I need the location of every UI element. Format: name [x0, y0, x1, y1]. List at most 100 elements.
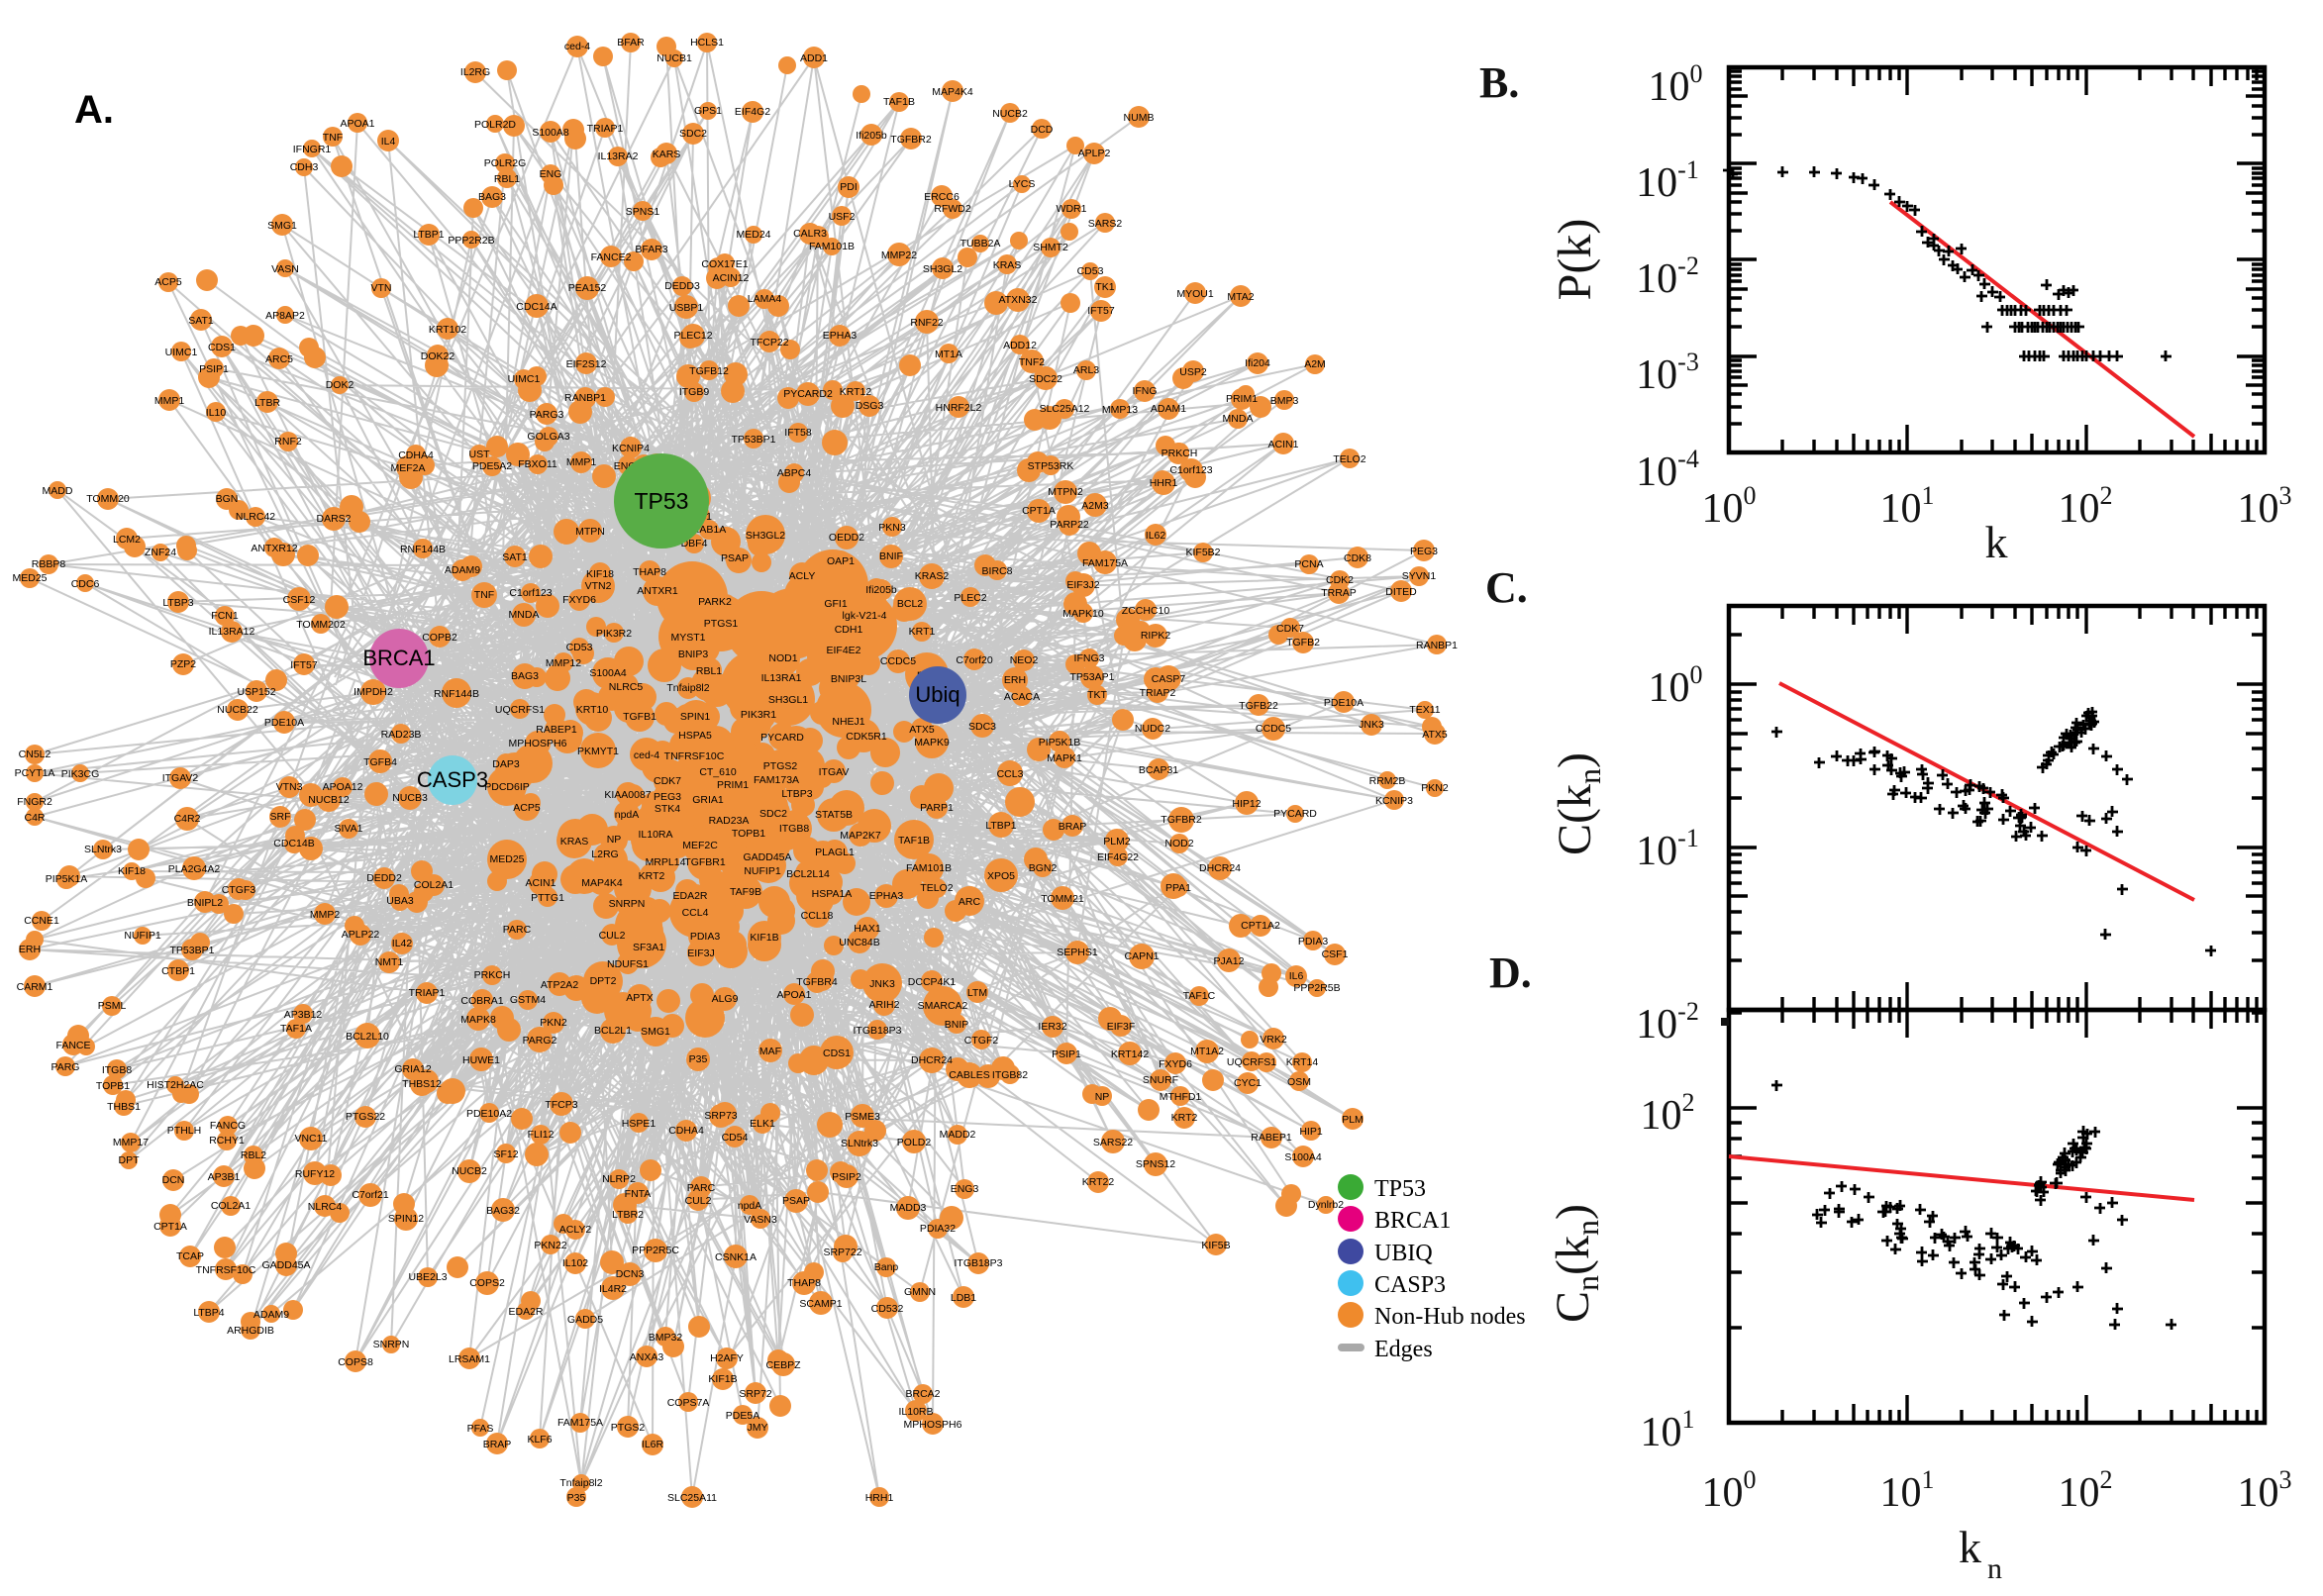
- svg-text:NDUFS1: NDUFS1: [607, 958, 649, 970]
- svg-text:C4R2: C4R2: [174, 813, 201, 825]
- svg-text:L2RG: L2RG: [591, 848, 618, 860]
- svg-text:ERCC6: ERCC6: [924, 191, 960, 203]
- svg-text:CDC6: CDC6: [71, 578, 100, 590]
- svg-text:BCL2L10: BCL2L10: [346, 1031, 389, 1043]
- svg-text:BAG3: BAG3: [478, 191, 506, 203]
- svg-text:NLRC5: NLRC5: [609, 681, 644, 693]
- svg-text:NUMB: NUMB: [1124, 112, 1155, 124]
- svg-text:WDR1: WDR1: [1057, 203, 1087, 215]
- svg-text:PKN22: PKN22: [534, 1240, 566, 1251]
- svg-text:SRP72: SRP72: [739, 1388, 771, 1400]
- svg-text:CD54: CD54: [722, 1132, 749, 1144]
- svg-text:JNK3: JNK3: [1359, 719, 1384, 731]
- svg-text:CYC1: CYC1: [1234, 1077, 1262, 1089]
- svg-text:APTX: APTX: [626, 992, 653, 1004]
- svg-text:DHCR24: DHCR24: [911, 1054, 953, 1066]
- svg-text:CCL3: CCL3: [997, 768, 1024, 780]
- svg-text:MAP4K4: MAP4K4: [581, 877, 623, 889]
- svg-text:BIRC8: BIRC8: [982, 565, 1013, 577]
- svg-text:EIF3F: EIF3F: [1107, 1021, 1136, 1033]
- svg-text:PYCARD2: PYCARD2: [783, 388, 833, 400]
- svg-text:PKN3: PKN3: [878, 522, 906, 534]
- svg-text:BGN2: BGN2: [1029, 862, 1058, 874]
- svg-text:PSAP: PSAP: [782, 1195, 810, 1207]
- svg-text:CCL4: CCL4: [682, 907, 709, 919]
- svg-text:ABPC4: ABPC4: [777, 467, 812, 479]
- svg-text:NP: NP: [607, 834, 622, 846]
- svg-text:C.: C.: [1485, 563, 1528, 612]
- svg-text:CSF1: CSF1: [1322, 948, 1349, 960]
- svg-text:DHCR24: DHCR24: [1199, 862, 1241, 874]
- svg-text:SYVN1: SYVN1: [1402, 570, 1437, 582]
- svg-text:PTTG1: PTTG1: [531, 892, 564, 904]
- svg-text:PYCARD: PYCARD: [1273, 808, 1317, 820]
- svg-text:ACIN1: ACIN1: [526, 877, 556, 889]
- svg-text:PDIA3: PDIA3: [690, 931, 721, 943]
- svg-text:MMP12: MMP12: [546, 657, 581, 669]
- svg-text:USP2: USP2: [1179, 366, 1207, 378]
- svg-text:COPS2: COPS2: [469, 1277, 505, 1289]
- svg-text:EIF3J2: EIF3J2: [1066, 579, 1099, 591]
- svg-text:npdA: npdA: [615, 809, 640, 821]
- svg-text:MT1A: MT1A: [935, 349, 962, 360]
- svg-text:DITED: DITED: [1385, 586, 1417, 598]
- svg-text:lgk-V21-4: lgk-V21-4: [843, 610, 887, 622]
- svg-text:USP152: USP152: [237, 686, 275, 698]
- svg-text:TGFBR2: TGFBR2: [890, 134, 932, 146]
- svg-text:TGFB1: TGFB1: [623, 711, 656, 723]
- svg-text:FNTA: FNTA: [625, 1188, 652, 1200]
- svg-text:CDK7: CDK7: [654, 775, 681, 787]
- svg-text:SH3GL1: SH3GL1: [768, 694, 808, 706]
- svg-text:k: k: [1985, 517, 2008, 567]
- svg-text:TOPB1: TOPB1: [96, 1080, 130, 1092]
- svg-text:LCM2: LCM2: [113, 534, 141, 546]
- svg-text:TFCP3: TFCP3: [545, 1099, 577, 1111]
- svg-text:KLF6: KLF6: [527, 1434, 552, 1446]
- svg-text:NOD2: NOD2: [1164, 838, 1193, 849]
- svg-text:Ifi204: Ifi204: [1245, 357, 1270, 369]
- svg-text:CCL18: CCL18: [801, 910, 834, 922]
- svg-text:LTBP1: LTBP1: [413, 229, 444, 241]
- svg-text:EIF4E2: EIF4E2: [826, 645, 860, 656]
- svg-text:SLC25A12: SLC25A12: [1040, 403, 1090, 415]
- svg-text:CPT1A: CPT1A: [153, 1221, 187, 1233]
- svg-text:SH3GL2: SH3GL2: [923, 263, 962, 275]
- svg-text:HIST2H2AC: HIST2H2AC: [147, 1079, 204, 1091]
- svg-text:KRT2: KRT2: [1171, 1112, 1198, 1124]
- svg-text:TP53BP1: TP53BP1: [732, 434, 776, 446]
- svg-text:ZNF24: ZNF24: [145, 547, 176, 558]
- svg-text:RNF22: RNF22: [910, 317, 943, 329]
- svg-text:ced-4: ced-4: [564, 41, 590, 52]
- svg-text:MED25: MED25: [489, 853, 524, 865]
- svg-text:TNFRSF10C: TNFRSF10C: [196, 1264, 256, 1276]
- svg-text:CAPN1: CAPN1: [1124, 950, 1159, 962]
- svg-text:PPP2R2B: PPP2R2B: [448, 235, 494, 247]
- svg-text:COBRA1: COBRA1: [460, 995, 503, 1007]
- svg-text:SPIN12: SPIN12: [388, 1213, 424, 1225]
- svg-text:CDK7: CDK7: [1276, 623, 1304, 635]
- svg-text:HNRF2L2: HNRF2L2: [936, 402, 982, 414]
- svg-text:C4R: C4R: [24, 812, 45, 824]
- svg-text:MEF2A: MEF2A: [390, 462, 425, 474]
- svg-text:PLM: PLM: [1342, 1114, 1364, 1126]
- svg-text:PARC: PARC: [503, 924, 532, 936]
- svg-text:AP3B12: AP3B12: [284, 1009, 323, 1021]
- svg-text:FNGR2: FNGR2: [17, 796, 52, 808]
- svg-text:SCAMP1: SCAMP1: [799, 1298, 842, 1310]
- svg-text:FAM101B: FAM101B: [809, 241, 855, 252]
- svg-text:TNF: TNF: [474, 589, 494, 601]
- svg-text:ITGAV2: ITGAV2: [162, 772, 199, 784]
- svg-text:CTGF3: CTGF3: [222, 884, 256, 896]
- svg-text:TGFB12: TGFB12: [689, 365, 729, 377]
- svg-text:IL62: IL62: [1146, 530, 1166, 542]
- svg-text:MNDA: MNDA: [509, 609, 540, 621]
- svg-text:PIP5K1A: PIP5K1A: [46, 873, 88, 885]
- svg-text:IL42: IL42: [392, 938, 413, 949]
- svg-text:MMP1: MMP1: [566, 456, 596, 468]
- svg-text:FANCE2: FANCE2: [591, 251, 632, 263]
- svg-text:TP53: TP53: [635, 488, 689, 514]
- svg-text:UBIQ: UBIQ: [1374, 1241, 1433, 1266]
- svg-text:IFT58: IFT58: [784, 427, 812, 439]
- svg-text:PIK3CG: PIK3CG: [61, 768, 100, 780]
- svg-text:LDB1: LDB1: [951, 1292, 976, 1304]
